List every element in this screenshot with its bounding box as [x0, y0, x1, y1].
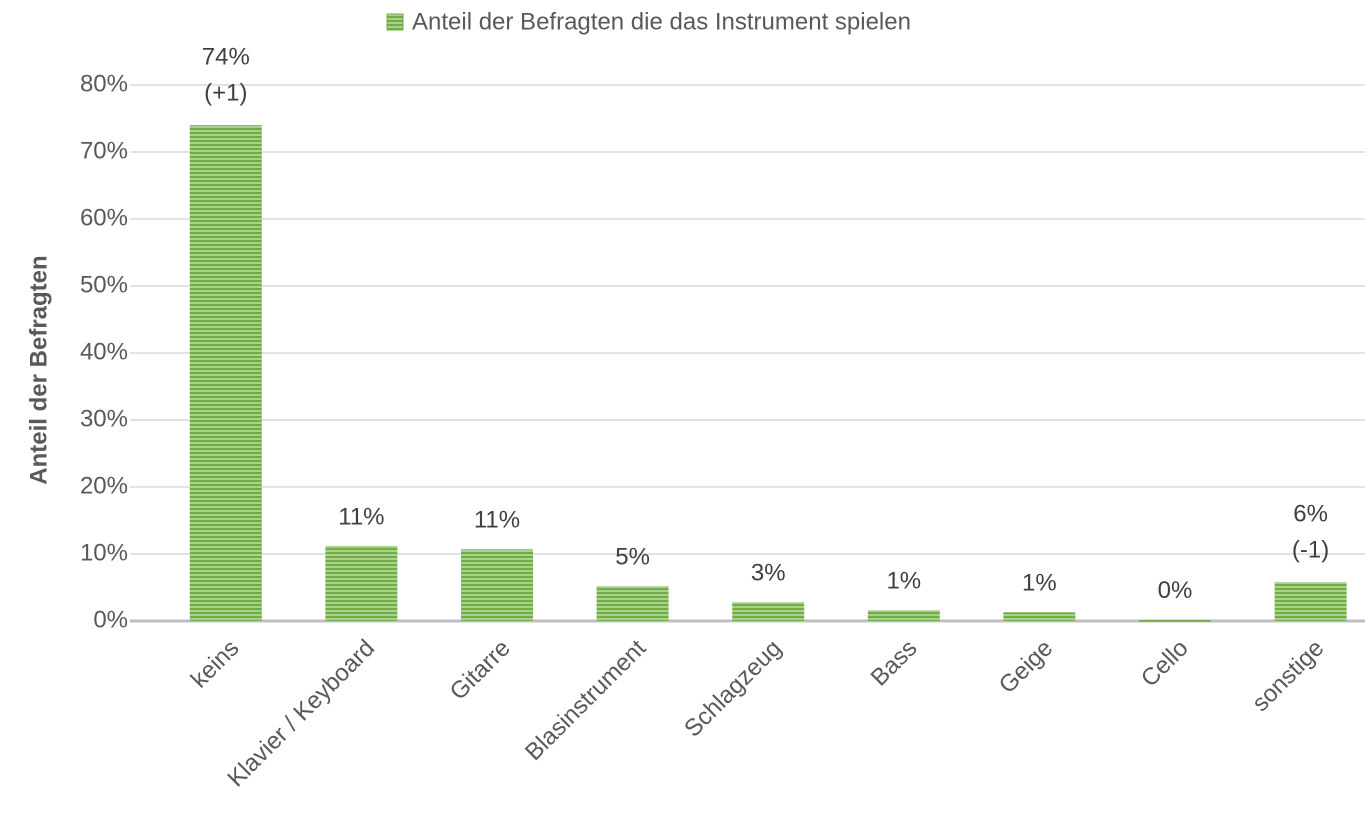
data-label: 11%: [474, 507, 520, 534]
x-tick-label: Gitarre: [445, 635, 516, 706]
data-label: 5%: [615, 544, 650, 571]
data-label: (+1): [204, 80, 247, 107]
bar: [1139, 619, 1211, 622]
legend-swatch: [386, 13, 404, 31]
data-label: 0%: [1158, 577, 1193, 604]
data-label: 1%: [1022, 570, 1057, 597]
x-tick-label: Cello: [1136, 635, 1194, 693]
y-tick-label: 40%: [80, 338, 128, 365]
y-tick-label: 20%: [80, 472, 128, 499]
legend-label: Anteil der Befragten die das Instrument …: [412, 8, 911, 35]
y-tick-label: 80%: [80, 70, 128, 97]
data-label: 11%: [338, 503, 384, 530]
data-label: (-1): [1292, 536, 1329, 563]
y-tick-label: 0%: [93, 606, 128, 633]
x-tick-label: Klavier / Keyboard: [222, 635, 380, 793]
x-tick-label: Geige: [994, 635, 1058, 699]
data-label: 3%: [751, 560, 786, 587]
bar: [596, 586, 669, 621]
bar: [189, 125, 262, 621]
y-tick-label: 60%: [80, 204, 128, 231]
x-tick-label: keins: [186, 635, 245, 694]
x-tick-label: Schlagzeug: [679, 635, 787, 743]
bar: [1003, 612, 1076, 621]
y-axis-label: Anteil der Befragten: [25, 255, 52, 484]
data-label: 1%: [886, 568, 921, 595]
bar: [325, 545, 398, 621]
data-label: 6%: [1293, 500, 1328, 527]
x-tick-label: sonstige: [1247, 635, 1329, 717]
data-label: 74%: [202, 44, 250, 71]
x-tick-label: Bass: [866, 635, 923, 692]
bar: [732, 602, 805, 621]
y-tick-label: 10%: [80, 539, 128, 566]
bar: [461, 549, 533, 621]
bar: [1274, 582, 1347, 621]
y-tick-label: 30%: [80, 405, 128, 432]
bar: [867, 610, 940, 621]
y-tick-label: 70%: [80, 137, 128, 164]
x-tick-label: Blasinstrument: [520, 634, 652, 766]
y-tick-label: 50%: [80, 271, 128, 298]
